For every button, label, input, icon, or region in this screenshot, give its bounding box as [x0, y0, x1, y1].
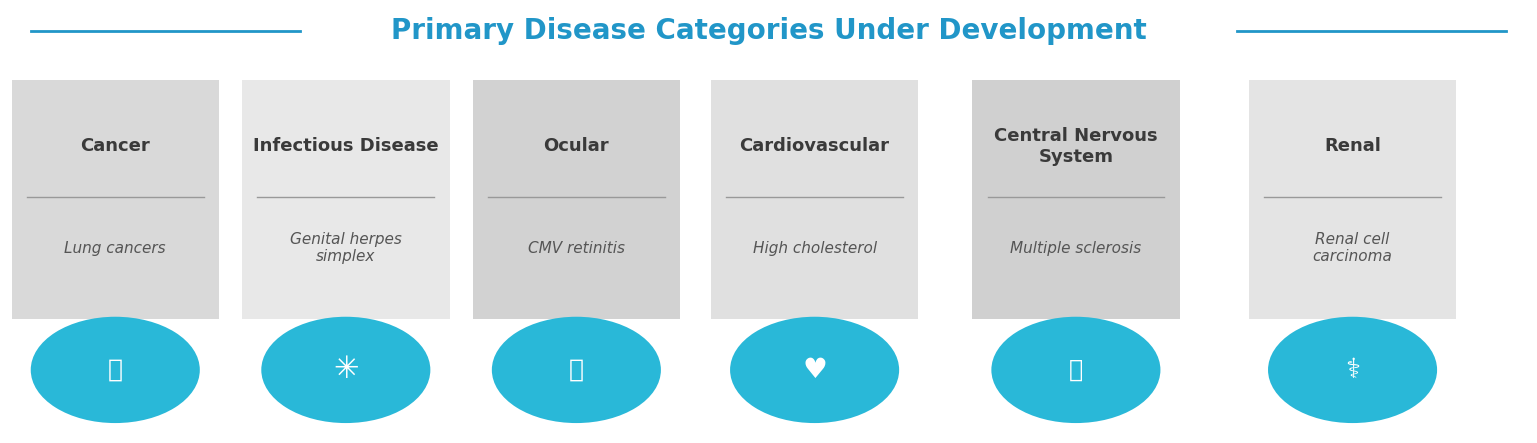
Text: Renal: Renal — [1323, 137, 1382, 155]
Text: 🎗: 🎗 — [108, 358, 123, 382]
Text: Renal cell
carcinoma: Renal cell carcinoma — [1313, 232, 1393, 264]
Text: ⚕: ⚕ — [1345, 356, 1360, 384]
FancyBboxPatch shape — [11, 80, 220, 319]
Text: Primary Disease Categories Under Development: Primary Disease Categories Under Develop… — [390, 17, 1147, 45]
FancyBboxPatch shape — [243, 80, 450, 319]
Text: ♥: ♥ — [802, 356, 827, 384]
Text: 👁: 👁 — [569, 358, 584, 382]
Ellipse shape — [31, 317, 200, 423]
Text: Genital herpes
simplex: Genital herpes simplex — [290, 232, 401, 264]
Text: CMV retinitis: CMV retinitis — [527, 241, 626, 256]
FancyBboxPatch shape — [971, 80, 1180, 319]
Text: Cardiovascular: Cardiovascular — [739, 137, 890, 155]
Text: Central Nervous
System: Central Nervous System — [994, 127, 1157, 166]
Ellipse shape — [492, 317, 661, 423]
FancyBboxPatch shape — [473, 80, 681, 319]
Text: Infectious Disease: Infectious Disease — [254, 137, 438, 155]
Text: Ocular: Ocular — [544, 137, 609, 155]
Text: Cancer: Cancer — [80, 137, 151, 155]
Text: High cholesterol: High cholesterol — [753, 241, 876, 256]
FancyBboxPatch shape — [712, 80, 919, 319]
Text: Multiple sclerosis: Multiple sclerosis — [1010, 241, 1142, 256]
Text: ✳: ✳ — [334, 355, 358, 385]
Text: 🧠: 🧠 — [1068, 358, 1084, 382]
Ellipse shape — [1268, 317, 1437, 423]
Ellipse shape — [730, 317, 899, 423]
Text: Lung cancers: Lung cancers — [65, 241, 166, 256]
Ellipse shape — [991, 317, 1160, 423]
FancyBboxPatch shape — [1250, 80, 1457, 319]
Ellipse shape — [261, 317, 430, 423]
